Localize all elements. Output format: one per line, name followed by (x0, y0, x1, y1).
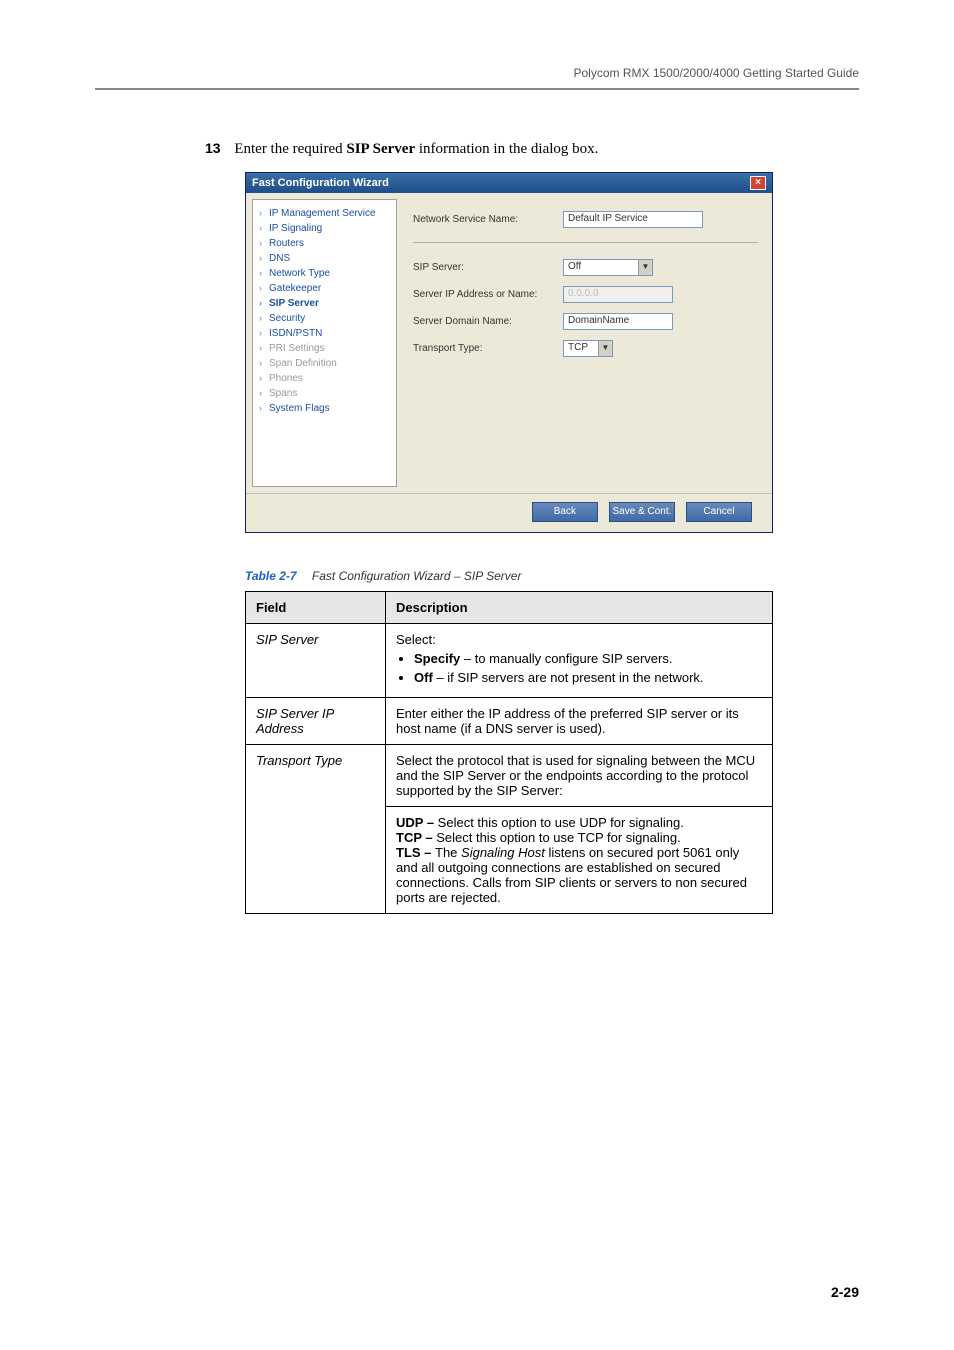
tls-italic: Signaling Host (461, 845, 545, 860)
save-continue-button[interactable]: Save & Cont. (609, 502, 675, 522)
step-13: 13 Enter the required SIP Server informa… (205, 140, 859, 158)
server-ip-label: Server IP Address or Name: (413, 289, 563, 300)
opt-off: Off (414, 670, 433, 685)
guide-header: Polycom RMX 1500/2000/4000 Getting Start… (95, 66, 859, 88)
table-row: SIP Server Select: Specify – to manually… (246, 624, 773, 698)
wizard-nav-item[interactable]: Spans (257, 386, 392, 401)
wizard-nav-item[interactable]: Routers (257, 236, 392, 251)
transport-type-value: TCP (564, 341, 598, 356)
wizard-nav-item[interactable]: Phones (257, 371, 392, 386)
back-button[interactable]: Back (532, 502, 598, 522)
fast-config-wizard-dialog: Fast Configuration Wizard × IP Managemen… (245, 172, 773, 533)
step-text-suf: information in the dialog box. (419, 141, 599, 157)
tcp-rest: Select this option to use TCP for signal… (436, 830, 681, 845)
wizard-nav-item[interactable]: Gatekeeper (257, 281, 392, 296)
wizard-nav-item[interactable]: IP Signaling (257, 221, 392, 236)
opt-specify-rest: – to manually configure SIP servers. (460, 651, 672, 666)
th-field: Field (246, 592, 386, 624)
server-ip-input[interactable]: 0.0.0.0 (563, 286, 673, 303)
sip-server-table: Field Description SIP Server Select: Spe… (245, 591, 773, 914)
opt-specify: Specify (414, 651, 460, 666)
dialog-button-row: Back Save & Cont. Cancel (246, 493, 772, 532)
select-intro: Select: (396, 632, 436, 647)
wizard-nav-item[interactable]: PRI Settings (257, 341, 392, 356)
th-description: Description (386, 592, 773, 624)
wizard-form: Network Service Name: Default IP Service… (403, 193, 772, 493)
wizard-nav-item[interactable]: System Flags (257, 401, 392, 416)
table-number: Table 2-7 (245, 569, 297, 583)
close-icon[interactable]: × (750, 176, 766, 190)
table-row: SIP Server IP Address Enter either the I… (246, 698, 773, 745)
service-name-label: Network Service Name: (413, 214, 563, 225)
step-text-pre: Enter the required (234, 141, 346, 157)
form-separator (413, 242, 758, 243)
tls-pre: The (435, 845, 461, 860)
service-name-input[interactable]: Default IP Service (563, 211, 703, 228)
server-domain-input[interactable]: DomainName (563, 313, 673, 330)
cell-field: SIP Server IP Address (246, 698, 386, 745)
server-domain-label: Server Domain Name: (413, 316, 563, 327)
list-item: Off – if SIP servers are not present in … (414, 670, 762, 685)
udp-rest: Select this option to use UDP for signal… (438, 815, 684, 830)
chevron-down-icon[interactable]: ▼ (598, 341, 612, 356)
udp-bold: UDP – (396, 815, 438, 830)
tls-bold: TLS – (396, 845, 435, 860)
wizard-nav-item[interactable]: IP Management Service (257, 206, 392, 221)
cell-field: Transport Type (246, 745, 386, 914)
cancel-button[interactable]: Cancel (686, 502, 752, 522)
dialog-title: Fast Configuration Wizard (252, 177, 389, 189)
wizard-nav-item[interactable]: SIP Server (257, 296, 392, 311)
transport-type-select[interactable]: TCP ▼ (563, 340, 613, 357)
chevron-down-icon[interactable]: ▼ (638, 260, 652, 275)
table-caption: Table 2-7 Fast Configuration Wizard – SI… (245, 569, 859, 583)
cell-field: SIP Server (246, 624, 386, 698)
wizard-nav-item[interactable]: Network Type (257, 266, 392, 281)
step-bold: SIP Server (346, 141, 415, 157)
page-number: 2-29 (831, 1284, 859, 1300)
sip-server-label: SIP Server: (413, 262, 563, 273)
sip-server-value: Off (564, 260, 638, 275)
cell-desc: Select: Specify – to manually configure … (386, 624, 773, 698)
cell-desc: Enter either the IP address of the prefe… (386, 698, 773, 745)
header-rule (95, 88, 859, 90)
step-number: 13 (205, 140, 221, 156)
wizard-nav-item[interactable]: Security (257, 311, 392, 326)
wizard-nav: IP Management ServiceIP SignalingRouters… (252, 199, 397, 487)
table-desc: Fast Configuration Wizard – SIP Server (312, 569, 522, 583)
tcp-bold: TCP – (396, 830, 436, 845)
table-row: Transport Type Select the protocol that … (246, 745, 773, 807)
dialog-titlebar: Fast Configuration Wizard × (246, 173, 772, 193)
wizard-nav-item[interactable]: DNS (257, 251, 392, 266)
cell-desc: Select the protocol that is used for sig… (386, 745, 773, 807)
sip-server-select[interactable]: Off ▼ (563, 259, 653, 276)
wizard-nav-item[interactable]: ISDN/PSTN (257, 326, 392, 341)
wizard-nav-item[interactable]: Span Definition (257, 356, 392, 371)
transport-type-label: Transport Type: (413, 343, 563, 354)
opt-off-rest: – if SIP servers are not present in the … (433, 670, 704, 685)
list-item: Specify – to manually configure SIP serv… (414, 651, 762, 666)
cell-desc: UDP – Select this option to use UDP for … (386, 807, 773, 914)
